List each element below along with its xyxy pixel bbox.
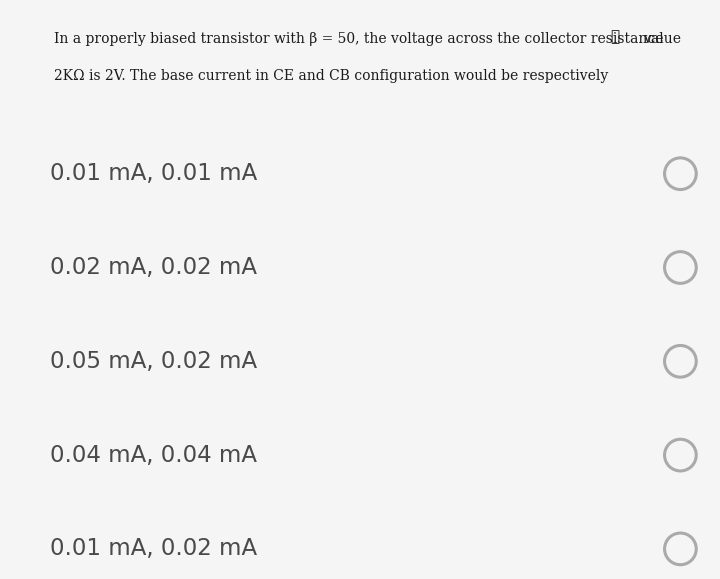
Text: value: value — [643, 32, 681, 46]
Text: 2KΩ is 2V. The base current in CE and CB configuration would be respectively: 2KΩ is 2V. The base current in CE and CB… — [54, 69, 608, 83]
Text: 0.04 mA, 0.04 mA: 0.04 mA, 0.04 mA — [50, 444, 258, 467]
Text: In a properly biased transistor with β = 50, the voltage across the collector re: In a properly biased transistor with β =… — [54, 32, 664, 46]
Text: 0.05 mA, 0.02 mA: 0.05 mA, 0.02 mA — [50, 350, 258, 373]
Text: 🔍: 🔍 — [611, 29, 620, 44]
Text: 0.01 mA, 0.01 mA: 0.01 mA, 0.01 mA — [50, 162, 258, 185]
Text: 0.02 mA, 0.02 mA: 0.02 mA, 0.02 mA — [50, 256, 258, 279]
Text: 0.01 mA, 0.02 mA: 0.01 mA, 0.02 mA — [50, 537, 258, 560]
